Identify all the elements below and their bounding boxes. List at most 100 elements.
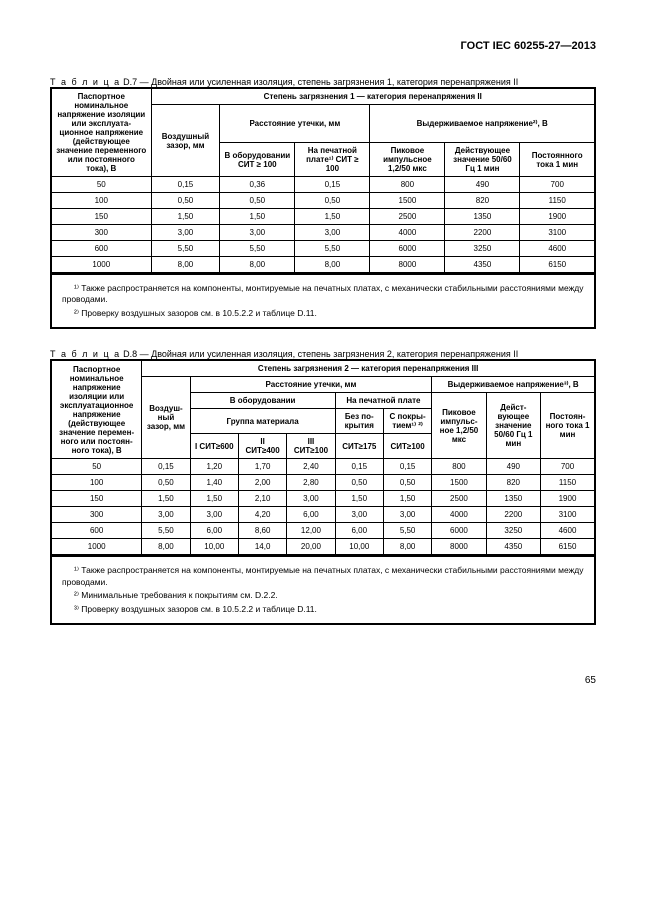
table-cell: 1150 [541,475,595,491]
table-cell: 8,00 [383,539,431,556]
d8-matgroup: Группа материала [190,409,335,434]
d8-mat2: II СИТ≥400 [238,434,286,459]
table-cell: 490 [486,459,540,475]
d7-col4c: Постоянного тока 1 мин [520,143,595,177]
table-cell: 4,20 [238,507,286,523]
d8-col4-group: Выдерживаемое напряжение³⁾, В [432,377,595,393]
table-cell: 820 [445,193,520,209]
d8-col3-group: Расстояние утечки, мм [190,377,432,393]
table-cell: 300 [51,225,151,241]
table-cell: 1,50 [335,491,383,507]
table-cell: 6,00 [335,523,383,539]
table-cell: 3250 [486,523,540,539]
table-cell: 2500 [432,491,486,507]
table-cell: 0,15 [383,459,431,475]
table-cell: 3,00 [142,507,190,523]
d7-header-top: Степень загрязнения 1 — категория перена… [151,88,595,105]
d7-col4a: Пиковое импульсное 1,2/50 мкс [370,143,445,177]
table-cell: 0,15 [142,459,190,475]
table-cell: 4350 [445,257,520,274]
d7-col3-group: Расстояние утечки, мм [220,105,370,143]
caption-num: D.8 — [121,349,152,359]
d7-footnotes: ¹⁾ Также распространяется на компоненты,… [50,274,596,329]
table-cell: 1350 [445,209,520,225]
d8-col4c: Постоян­ного тока 1 мин [541,393,595,459]
table-cell: 4600 [541,523,595,539]
d7-footnote1: ¹⁾ Также распространяется на компоненты,… [62,283,584,306]
table-cell: 1500 [432,475,486,491]
table-cell: 10,00 [190,539,238,556]
d8-footnote3: ³⁾ Проверку воздушных зазоров см. в 10.5… [62,604,584,615]
table-cell: 3250 [445,241,520,257]
table-cell: 5,50 [142,523,190,539]
table-cell: 10,00 [335,539,383,556]
caption-text: Двойная или усиленная изоляция, степень … [151,77,518,87]
d8-sub-pcb: На печатной плате [335,393,432,409]
d7-col1: Паспортное номиналь­ное напряжение изоля… [51,88,151,177]
table-cell: 700 [520,177,595,193]
table-cell: 1,50 [142,491,190,507]
d8-footnotes: ¹⁾ Также распространяется на компоненты,… [50,556,596,625]
table-cell: 1500 [370,193,445,209]
table-cell: 5,50 [220,241,295,257]
d8-mat1: I СИТ≥600 [190,434,238,459]
table-cell: 3,00 [151,225,220,241]
table-cell: 1,40 [190,475,238,491]
table-cell: 50 [51,177,151,193]
table-cell: 700 [541,459,595,475]
table-d7-caption: Т а б л и ц а D.7 — Двойная или усиленна… [50,77,596,87]
table-cell: 3100 [520,225,595,241]
table-cell: 8000 [370,257,445,274]
table-cell: 3,00 [335,507,383,523]
caption-num: D.7 — [121,77,152,87]
table-d7: Паспортное номиналь­ное напряжение изоля… [50,87,596,274]
d8-mat3: III СИТ≥100 [287,434,335,459]
table-cell: 8,00 [142,539,190,556]
table-cell: 5,50 [295,241,370,257]
table-cell: 1,50 [295,209,370,225]
table-cell: 6000 [370,241,445,257]
table-cell: 300 [51,507,142,523]
table-cell: 2200 [445,225,520,241]
table-cell: 820 [486,475,540,491]
d7-col2: Воздушный зазор, мм [151,105,220,177]
d8-sub-equip: В оборудовании [190,393,335,409]
page-number: 65 [50,675,596,686]
table-cell: 1350 [486,491,540,507]
d8-col4b: Дейст­вующее значение 50/60 Гц 1 мин [486,393,540,459]
table-cell: 3,00 [220,225,295,241]
table-cell: 1150 [520,193,595,209]
table-cell: 800 [370,177,445,193]
table-cell: 6150 [541,539,595,556]
d7-footnote2: ²⁾ Проверку воздушных зазоров см. в 10.5… [62,308,584,319]
table-cell: 600 [51,241,151,257]
table-cell: 3,00 [287,491,335,507]
table-cell: 3100 [541,507,595,523]
d7-col4-group: Выдерживаемое напряжение²⁾, В [370,105,595,143]
table-cell: 5,50 [151,241,220,257]
table-cell: 0,50 [142,475,190,491]
table-cell: 1000 [51,539,142,556]
table-d8-caption: Т а б л и ц а D.8 — Двойная или усиленна… [50,349,596,359]
table-cell: 0,15 [151,177,220,193]
table-cell: 2500 [370,209,445,225]
table-cell: 0,50 [220,193,295,209]
table-cell: 3,00 [190,507,238,523]
table-cell: 1,50 [190,491,238,507]
table-cell: 4000 [432,507,486,523]
d7-col3b: На печатной плате¹⁾ СИТ ≥ 100 [295,143,370,177]
table-cell: 0,15 [335,459,383,475]
caption-label: Т а б л и ц а [50,349,121,359]
table-cell: 100 [51,193,151,209]
d8-nocoat: Без по­крытия [335,409,383,434]
table-cell: 6150 [520,257,595,274]
table-cell: 100 [51,475,142,491]
table-cell: 490 [445,177,520,193]
d8-header-top: Степень загрязнения 2 — категория перена… [142,360,595,377]
table-cell: 1,20 [190,459,238,475]
table-cell: 2,80 [287,475,335,491]
d7-col3a: В обору­довании СИТ ≥ 100 [220,143,295,177]
table-cell: 0,15 [295,177,370,193]
table-cell: 6,00 [190,523,238,539]
table-cell: 1,50 [220,209,295,225]
